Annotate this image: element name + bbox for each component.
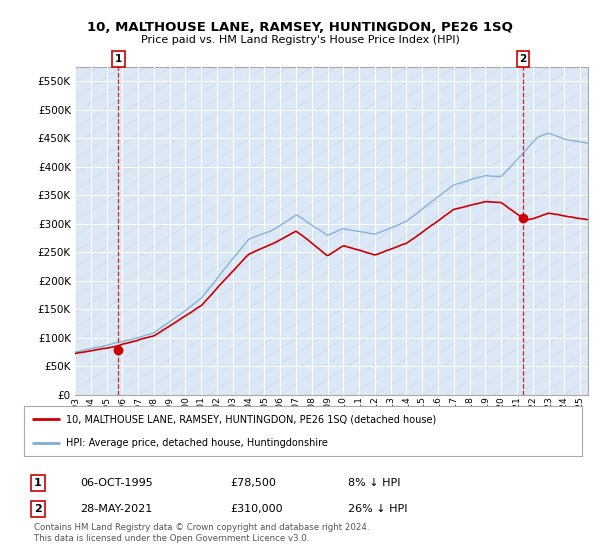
Text: Contains HM Land Registry data © Crown copyright and database right 2024.
This d: Contains HM Land Registry data © Crown c… <box>34 523 370 543</box>
Text: 1: 1 <box>115 54 122 64</box>
Text: Price paid vs. HM Land Registry's House Price Index (HPI): Price paid vs. HM Land Registry's House … <box>140 35 460 45</box>
Text: 06-OCT-1995: 06-OCT-1995 <box>80 478 152 488</box>
Text: 2: 2 <box>34 503 42 514</box>
Text: 10, MALTHOUSE LANE, RAMSEY, HUNTINGDON, PE26 1SQ (detached house): 10, MALTHOUSE LANE, RAMSEY, HUNTINGDON, … <box>66 414 436 424</box>
Text: £78,500: £78,500 <box>230 478 277 488</box>
Text: 8% ↓ HPI: 8% ↓ HPI <box>347 478 400 488</box>
Text: 2: 2 <box>519 54 526 64</box>
Text: 1: 1 <box>34 478 42 488</box>
Text: HPI: Average price, detached house, Huntingdonshire: HPI: Average price, detached house, Hunt… <box>66 438 328 449</box>
Text: £310,000: £310,000 <box>230 503 283 514</box>
Text: 26% ↓ HPI: 26% ↓ HPI <box>347 503 407 514</box>
Text: 10, MALTHOUSE LANE, RAMSEY, HUNTINGDON, PE26 1SQ: 10, MALTHOUSE LANE, RAMSEY, HUNTINGDON, … <box>87 21 513 34</box>
Text: 28-MAY-2021: 28-MAY-2021 <box>80 503 152 514</box>
